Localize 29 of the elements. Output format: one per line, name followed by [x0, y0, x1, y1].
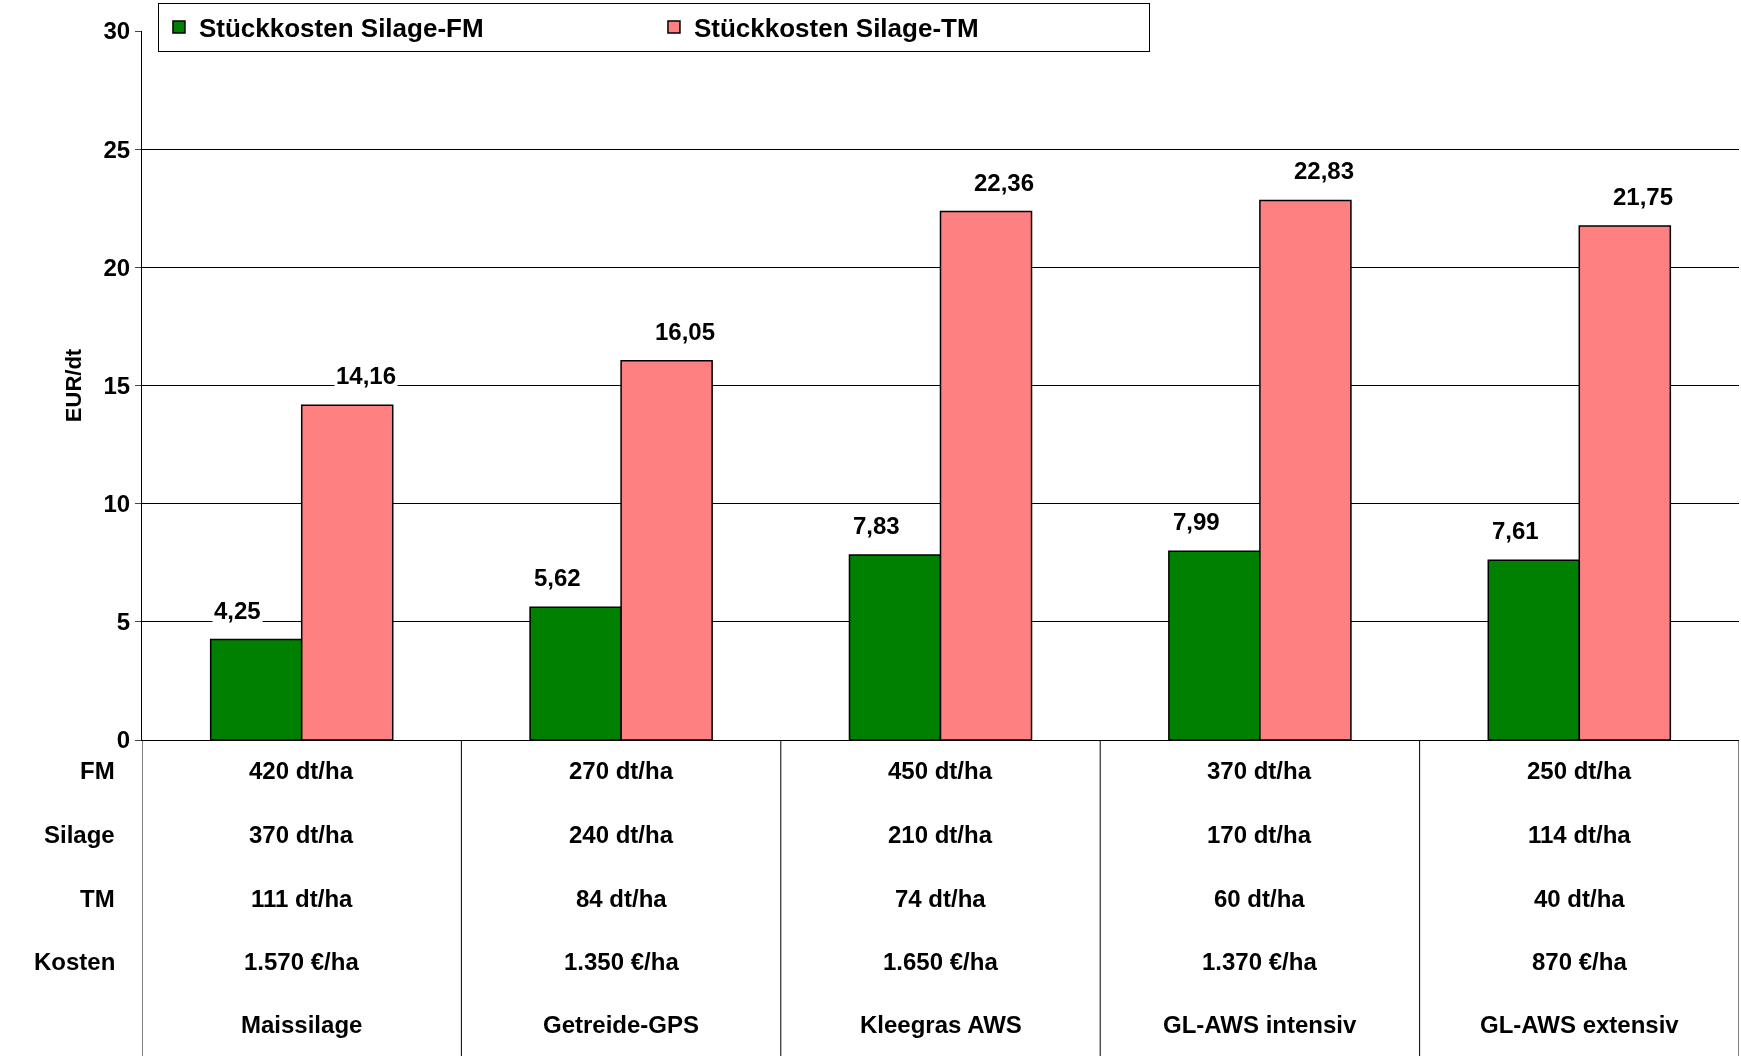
category-label: 370 dt/ha 170 dt/ha 60 dt/ha 1.370 €/ha GL-AWS intensiv: [1163, 757, 1357, 1038]
y-axis-title: EUR/dt: [61, 348, 87, 423]
legend-label: Stückkosten Silage-TM: [693, 13, 979, 44]
data-label: 7,83: [853, 512, 900, 539]
y-tick-label: 5: [116, 608, 131, 636]
category-label: 450 dt/ha 210 dt/ha 74 dt/ha 1.650 €/ha Kleegras AWS: [860, 757, 1022, 1038]
data-label: 22,36: [974, 169, 1035, 196]
data-label: 4,25: [214, 597, 261, 624]
y-tick-label: 15: [103, 371, 131, 399]
text: FM: [80, 757, 115, 784]
y-tick-label: 20: [103, 253, 131, 281]
y-tick-label: 30: [103, 17, 131, 45]
data-label: 21,75: [1613, 183, 1674, 210]
y-tick-label: 0: [116, 726, 131, 754]
data-label: 22,83: [1294, 157, 1355, 184]
y-tick-label: 25: [103, 135, 131, 163]
data-label: 16,05: [655, 318, 716, 345]
data-label: 7,99: [1173, 508, 1220, 535]
text: Silage: [44, 821, 115, 848]
text: Kosten: [34, 948, 116, 975]
text: TM: [80, 885, 115, 912]
data-label: 5,62: [534, 564, 581, 591]
category-label: 250 dt/ha 114 dt/ha 40 dt/ha 870 €/ha GL-AWS extensiv: [1480, 757, 1679, 1038]
y-tick-label: 10: [103, 490, 131, 518]
category-label: 420 dt/ha 370 dt/ha 111 dt/ha 1.570 €/ha Maissilage: [241, 757, 363, 1038]
category-label: 270 dt/ha 240 dt/ha 84 dt/ha 1.350 €/ha Getreide-GPS: [543, 757, 700, 1038]
legend-label: Stückkosten Silage-FM: [198, 13, 484, 44]
data-label: 7,61: [1492, 517, 1539, 544]
data-label: 14,16: [336, 362, 397, 389]
